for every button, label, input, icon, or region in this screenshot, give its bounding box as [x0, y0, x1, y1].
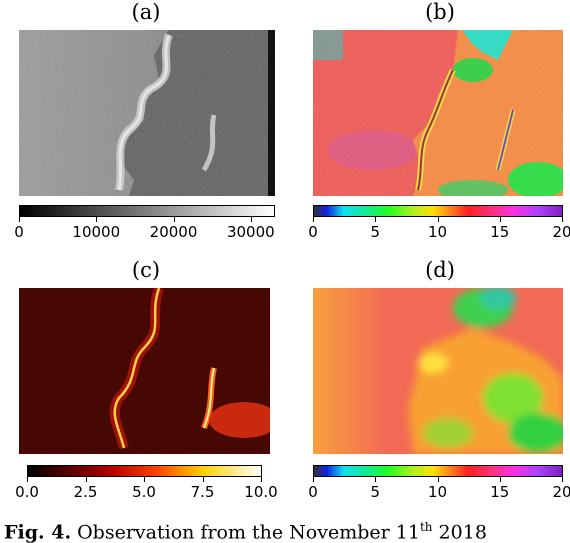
- colorbar-a-tick: [250, 217, 252, 222]
- colorbar-a-tick: [96, 217, 98, 222]
- colorbar-d-tick: [499, 477, 501, 482]
- colorbar-d-tick: [313, 477, 314, 482]
- colorbar-a-tick-label: 20000: [149, 223, 198, 241]
- figure-caption: Fig. 4. Observation from the November 11…: [4, 520, 487, 543]
- panel-label-a: (a): [131, 0, 161, 24]
- colorbar-b-tick: [313, 217, 314, 222]
- panel-label-c: (c): [131, 258, 161, 282]
- colorbar-c-tick: [144, 477, 145, 482]
- colorbar-c-tick-label: 0.0: [15, 483, 39, 501]
- colorbar-b-tick-label: 20: [552, 223, 570, 241]
- colorbar-d-tick-label: 15: [490, 483, 510, 501]
- colorbar-d-tick: [375, 477, 377, 482]
- colorbar-b-tick: [562, 217, 563, 222]
- panel-d-image: [313, 288, 563, 454]
- colorbar-c-tick-label: 5.0: [132, 483, 156, 501]
- caption-text: Observation from the November 11: [77, 521, 420, 543]
- colorbar-b-tick-label: 0: [308, 223, 318, 241]
- colorbar-d: [313, 465, 563, 477]
- caption-prefix: Fig. 4.: [4, 521, 72, 543]
- colorbar-c-tick: [27, 477, 28, 482]
- colorbar-a-tick-label: 0: [14, 223, 24, 241]
- colorbar-d-tick-label: 0: [308, 483, 318, 501]
- colorbar-c-tick-label: 7.5: [190, 483, 215, 501]
- colorbar-b-tick-label: 10: [427, 223, 448, 241]
- colorbar-a-tick: [19, 217, 20, 222]
- colorbar-b-tick: [437, 217, 439, 222]
- colorbar-c-tick: [85, 477, 87, 482]
- colorbar-d-tick-label: 20: [552, 483, 570, 501]
- colorbar-c: [27, 465, 262, 477]
- panel-label-d: (d): [425, 258, 455, 282]
- colorbar-b-tick-label: 5: [370, 223, 381, 241]
- colorbar-c-tick: [202, 477, 204, 482]
- panel-c-image: [19, 288, 270, 454]
- colorbar-c-tick-label: 10.0: [244, 483, 278, 501]
- colorbar-d-tick-label: 10: [427, 483, 448, 501]
- caption-suffix: 2018: [432, 521, 487, 543]
- colorbar-b-tick-label: 15: [490, 223, 510, 241]
- colorbar-b-tick: [375, 217, 377, 222]
- caption-superscript: th: [419, 520, 433, 534]
- sar-intensity-image: [19, 30, 275, 196]
- colorbar-a: [19, 205, 275, 217]
- colorbar-b-tick: [499, 217, 501, 222]
- colorbar-c-tick: [261, 477, 262, 482]
- colorbar-a-tick-label: 10000: [72, 223, 121, 241]
- colorbar-d-tick: [437, 477, 439, 482]
- colorbar-a-tick-label: 30000: [226, 223, 275, 241]
- panel-label-b: (b): [425, 0, 455, 24]
- panel-b-image: [313, 30, 563, 196]
- colorbar-b: [313, 205, 563, 217]
- colorbar-a-tick: [173, 217, 175, 222]
- colorbar-c-tick-label: 2.5: [73, 483, 98, 501]
- colorbar-d-tick-label: 5: [370, 483, 381, 501]
- colorbar-d-tick: [562, 477, 563, 482]
